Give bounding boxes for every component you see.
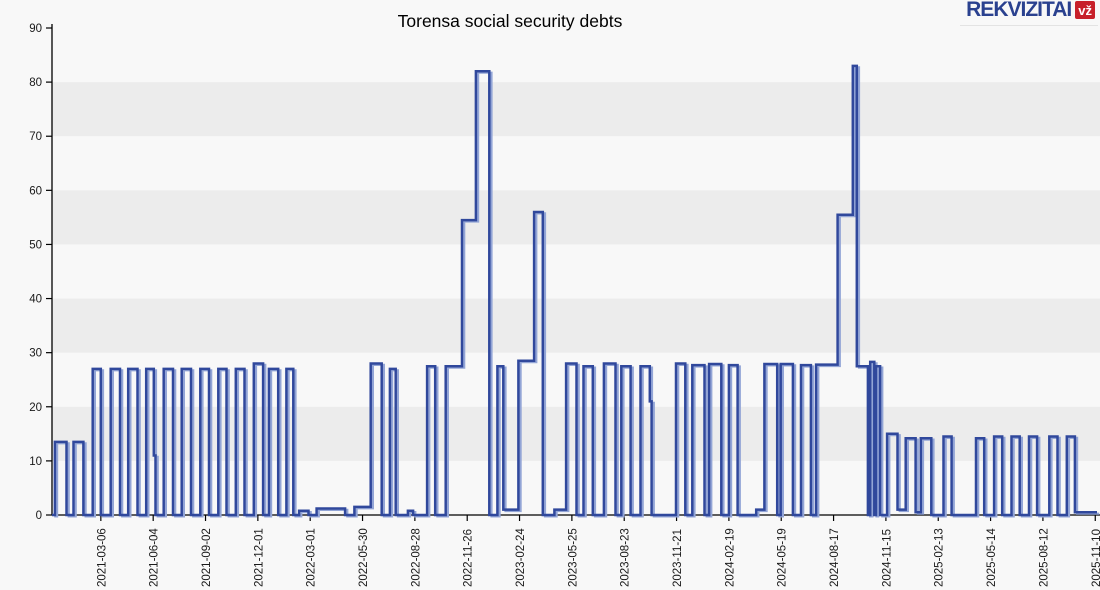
y-tick-label: 90 — [29, 23, 42, 35]
x-tick-label: 2022-03-01 — [306, 528, 318, 587]
x-tick-label: 2024-05-19 — [777, 528, 789, 587]
x-tick-label: 2023-11-21 — [672, 529, 684, 587]
x-tick-label: 2021-09-02 — [201, 528, 213, 587]
x-tick-label: 2021-03-06 — [96, 528, 108, 587]
y-tick-label: 60 — [29, 185, 42, 197]
y-tick-label: 0 — [36, 510, 42, 522]
y-tick-label: 80 — [29, 77, 42, 89]
x-tick-label: 2025-02-13 — [934, 528, 946, 587]
y-tick-label: 20 — [29, 402, 42, 414]
x-tick-label: 2024-11-15 — [881, 529, 893, 587]
x-tick-label: 2021-06-04 — [149, 528, 161, 587]
grid-band — [52, 298, 1100, 353]
y-tick-label: 50 — [29, 239, 42, 251]
x-tick-label: 2024-08-17 — [829, 528, 841, 587]
debt-line — [52, 64, 1097, 517]
debt-line-highlight — [54, 66, 1100, 518]
x-tick-label: 2023-02-24 — [515, 528, 527, 587]
vz-badge: vž — [1075, 1, 1095, 19]
rekvizitai-logo[interactable]: REKVIZITAI vž — [960, 0, 1098, 26]
y-tick-label: 70 — [29, 131, 42, 143]
x-tick-label: 2023-05-25 — [567, 528, 579, 587]
x-tick-label: 2022-11-26 — [463, 529, 475, 587]
x-tick-label: 2025-08-12 — [1038, 528, 1050, 587]
chart-title: Torensa social security debts — [397, 11, 623, 31]
grid-band — [52, 82, 1100, 137]
x-tick-label: 2022-05-30 — [358, 528, 370, 587]
rekvizitai-logo-text: REKVIZITAI — [966, 0, 1072, 21]
grid-band — [52, 190, 1100, 245]
x-tick-label: 2022-08-28 — [410, 528, 422, 587]
y-tick-label: 30 — [29, 348, 42, 360]
x-tick-label: 2024-02-19 — [724, 528, 736, 587]
x-tick-label: 2023-08-23 — [620, 528, 632, 587]
x-tick-label: 2025-11-10 — [1091, 529, 1100, 587]
x-tick-label: 2021-12-01 — [253, 528, 265, 587]
y-tick-label: 10 — [29, 456, 42, 468]
x-tick-label: 2025-05-14 — [986, 528, 998, 587]
y-tick-label: 40 — [29, 294, 42, 306]
